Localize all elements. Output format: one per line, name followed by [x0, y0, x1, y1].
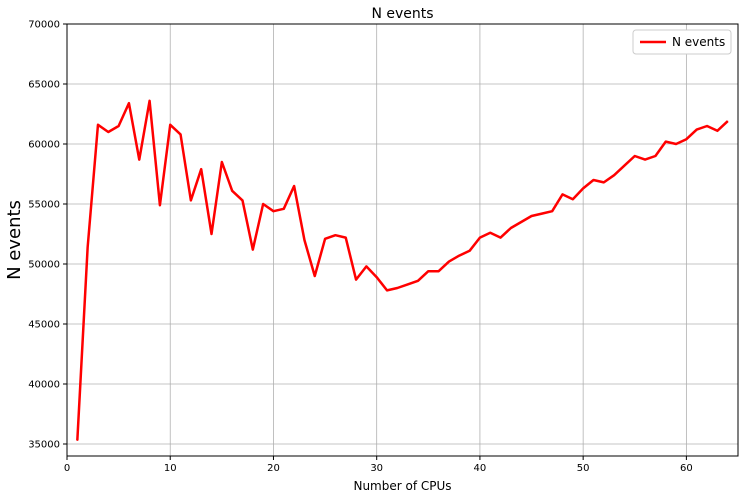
y-tick-label: 60000 — [28, 140, 60, 151]
data-point — [169, 124, 171, 126]
data-point — [665, 141, 667, 143]
data-point — [396, 287, 398, 289]
data-point — [324, 238, 326, 240]
legend-box — [632, 29, 732, 55]
data-point — [685, 138, 687, 140]
data-point — [654, 155, 657, 157]
data-point — [520, 221, 522, 223]
y-tick-label: 70000 — [28, 20, 60, 31]
data-point — [407, 283, 409, 285]
data-point — [675, 143, 677, 145]
data-point — [510, 227, 512, 229]
data-point — [345, 237, 347, 239]
data-point — [644, 159, 646, 161]
data-point — [561, 193, 564, 195]
legend: N events — [632, 29, 732, 55]
data-point — [469, 250, 471, 252]
data-point — [190, 199, 192, 201]
x-tick-label: 10 — [164, 463, 177, 474]
data-point — [489, 232, 491, 234]
data-point — [179, 133, 182, 135]
data-point — [479, 237, 481, 239]
chart-title: N events — [371, 6, 433, 22]
data-point — [272, 210, 275, 212]
data-point — [458, 255, 460, 257]
data-point — [97, 124, 99, 126]
data-point — [623, 165, 626, 167]
y-tick-label: 65000 — [28, 80, 60, 91]
data-point — [87, 246, 89, 248]
data-point — [252, 249, 254, 251]
y-tick-label: 55000 — [28, 200, 60, 211]
x-tick-label: 20 — [267, 463, 280, 474]
data-point — [293, 185, 295, 187]
y-axis-label: N events — [4, 200, 25, 280]
data-point — [499, 237, 502, 239]
grid-lines — [66, 23, 738, 456]
data-point — [314, 275, 316, 277]
data-point — [231, 190, 233, 192]
data-point — [551, 210, 553, 212]
data-point — [200, 168, 202, 170]
data-point — [696, 129, 698, 131]
data-point — [210, 233, 213, 235]
y-tick-label: 35000 — [28, 440, 60, 451]
y-tick-label: 45000 — [28, 320, 60, 331]
y-tick-label: 50000 — [28, 260, 60, 271]
data-point — [716, 130, 718, 132]
data-point — [603, 181, 605, 183]
data-point — [438, 270, 440, 272]
data-point — [76, 439, 78, 441]
x-tick-label: 60 — [680, 463, 693, 474]
data-point — [262, 203, 264, 205]
data-point — [706, 125, 708, 127]
data-point — [365, 265, 367, 267]
data-point — [107, 131, 109, 133]
data-point — [448, 261, 450, 263]
data-point — [582, 187, 584, 189]
data-point — [128, 102, 130, 104]
data-point — [613, 174, 615, 176]
data-point — [148, 100, 151, 102]
data-point — [386, 289, 388, 291]
data-point — [572, 198, 574, 200]
y-tick-label: 40000 — [28, 380, 60, 391]
data-point — [334, 234, 336, 236]
plot-frame — [66, 23, 739, 457]
data-point — [159, 204, 161, 206]
data-point — [592, 179, 595, 181]
data-point — [221, 161, 223, 163]
data-point — [138, 159, 140, 161]
data-point — [303, 239, 306, 241]
data-point — [634, 155, 636, 157]
data-point — [427, 270, 429, 272]
data-point — [355, 279, 357, 281]
data-point — [727, 120, 729, 122]
data-point — [283, 208, 285, 210]
series-layer — [76, 99, 729, 441]
x-tick-label: 50 — [577, 463, 590, 474]
x-tick-label: 0 — [64, 463, 70, 474]
data-point — [376, 276, 378, 278]
data-point — [118, 125, 120, 127]
x-tick-label: 30 — [370, 463, 383, 474]
x-axis: 0 10 20 30 40 50 60 — [64, 456, 693, 474]
data-point — [241, 199, 244, 201]
y-axis: 35000 40000 45000 50000 55000 60000 65000 70000 — [28, 20, 67, 451]
data-point — [417, 280, 419, 282]
legend-label: N events — [672, 35, 725, 49]
x-tick-label: 40 — [474, 463, 487, 474]
x-axis-label: Number of CPUs — [353, 479, 451, 493]
series-line — [76, 99, 729, 441]
data-point — [530, 215, 533, 217]
data-point — [541, 213, 543, 215]
